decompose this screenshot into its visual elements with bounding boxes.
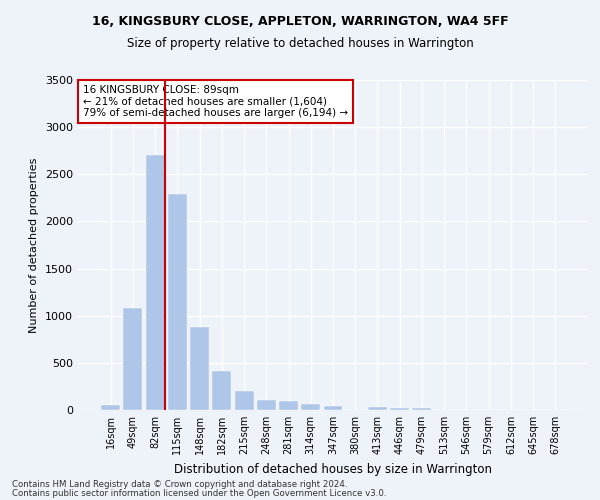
Bar <box>368 407 387 410</box>
Bar <box>124 308 142 410</box>
Bar <box>257 400 276 410</box>
Bar <box>279 400 298 410</box>
Bar <box>212 372 231 410</box>
Text: Size of property relative to detached houses in Warrington: Size of property relative to detached ho… <box>127 38 473 51</box>
Bar <box>390 408 409 410</box>
Y-axis label: Number of detached properties: Number of detached properties <box>29 158 40 332</box>
Bar <box>146 156 164 410</box>
X-axis label: Distribution of detached houses by size in Warrington: Distribution of detached houses by size … <box>174 462 492 475</box>
Bar <box>168 194 187 410</box>
Bar <box>190 327 209 410</box>
Bar <box>235 391 254 410</box>
Text: 16, KINGSBURY CLOSE, APPLETON, WARRINGTON, WA4 5FF: 16, KINGSBURY CLOSE, APPLETON, WARRINGTO… <box>92 15 508 28</box>
Bar <box>412 408 431 410</box>
Bar <box>301 404 320 410</box>
Text: Contains public sector information licensed under the Open Government Licence v3: Contains public sector information licen… <box>12 488 386 498</box>
Bar <box>101 406 120 410</box>
Text: 16 KINGSBURY CLOSE: 89sqm
← 21% of detached houses are smaller (1,604)
79% of se: 16 KINGSBURY CLOSE: 89sqm ← 21% of detac… <box>83 85 348 118</box>
Text: Contains HM Land Registry data © Crown copyright and database right 2024.: Contains HM Land Registry data © Crown c… <box>12 480 347 489</box>
Bar <box>323 406 343 410</box>
